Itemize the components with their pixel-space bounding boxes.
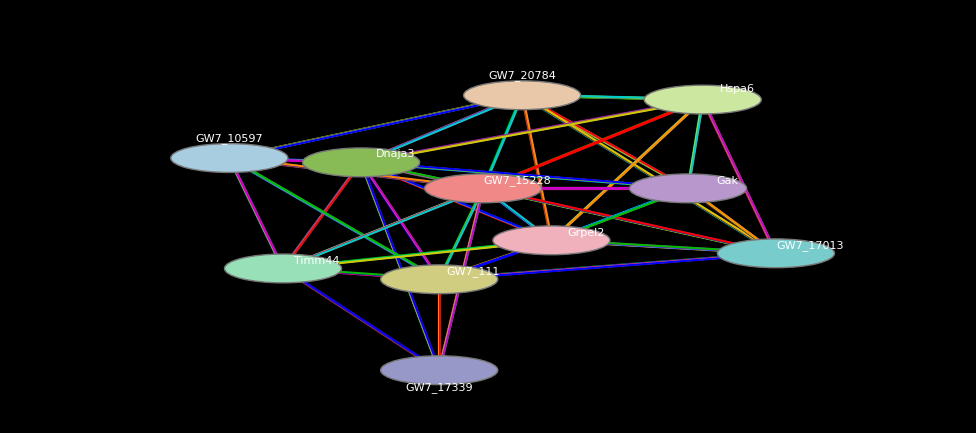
Ellipse shape <box>381 356 498 385</box>
Text: GW7_17339: GW7_17339 <box>405 382 473 393</box>
Text: GW7_111: GW7_111 <box>447 266 500 277</box>
Ellipse shape <box>717 239 834 268</box>
Ellipse shape <box>493 226 610 255</box>
Ellipse shape <box>630 174 747 203</box>
Text: Gak: Gak <box>716 175 738 186</box>
Text: Dnaja3: Dnaja3 <box>376 149 415 159</box>
Ellipse shape <box>464 81 581 110</box>
Ellipse shape <box>644 85 761 114</box>
Text: Hspa6: Hspa6 <box>719 84 754 94</box>
Text: GW7_17013: GW7_17013 <box>776 240 844 251</box>
Text: GW7_10597: GW7_10597 <box>195 133 264 144</box>
Text: GW7_15228: GW7_15228 <box>483 175 551 186</box>
Ellipse shape <box>425 174 542 203</box>
Text: GW7_20784: GW7_20784 <box>488 70 556 81</box>
Ellipse shape <box>224 254 342 283</box>
Text: Grpel2: Grpel2 <box>567 227 604 238</box>
Ellipse shape <box>171 144 288 172</box>
Ellipse shape <box>381 265 498 294</box>
Text: Timm44: Timm44 <box>295 255 340 266</box>
Ellipse shape <box>303 148 420 177</box>
